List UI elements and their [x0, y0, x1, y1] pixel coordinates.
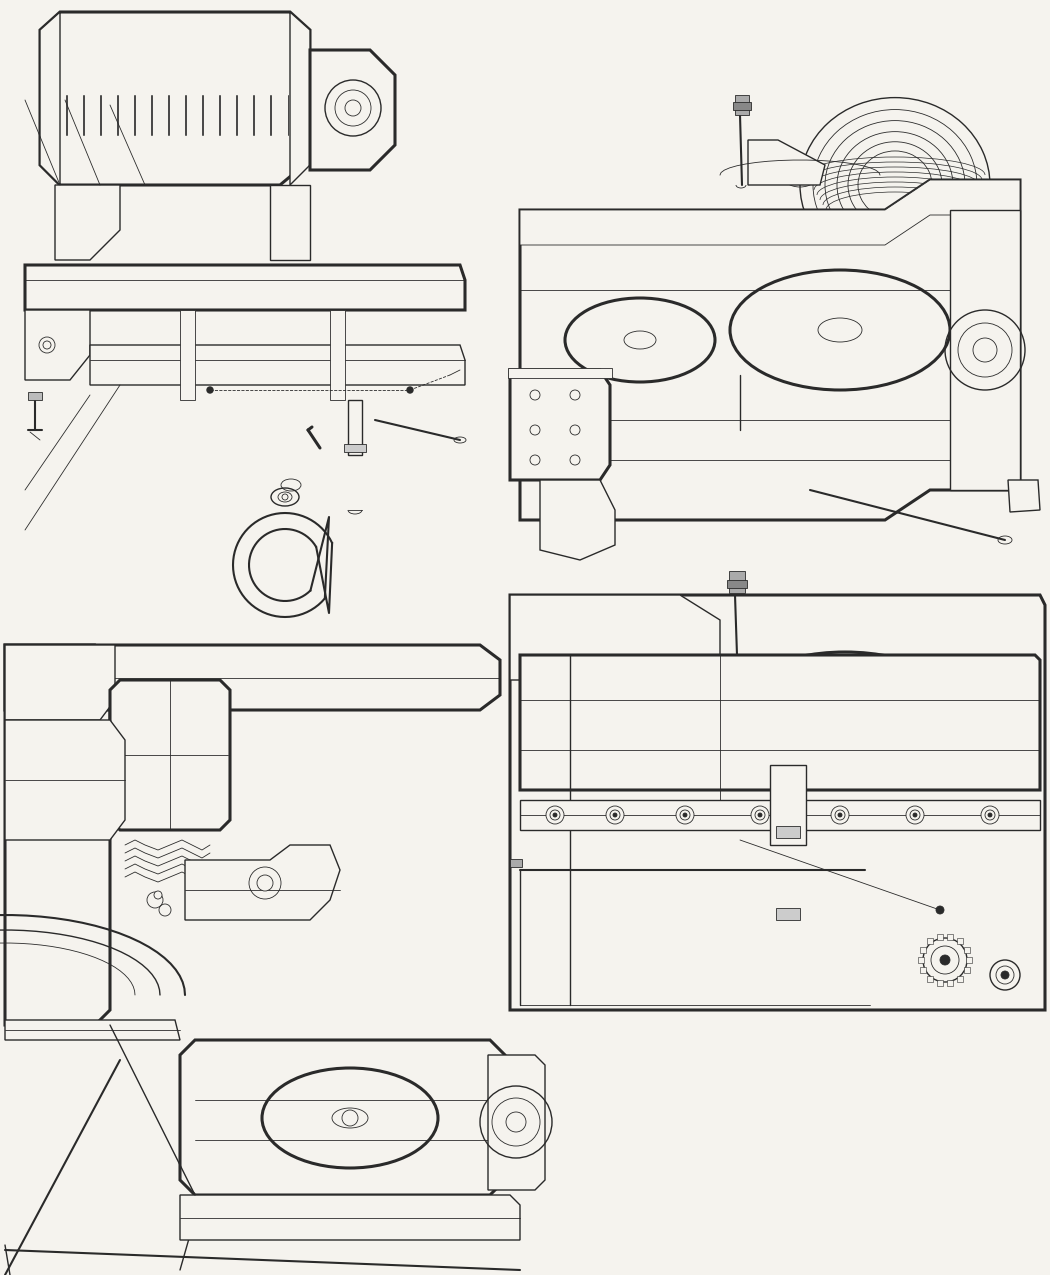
- Bar: [348, 400, 362, 455]
- Polygon shape: [40, 11, 310, 185]
- Polygon shape: [1008, 479, 1040, 513]
- Polygon shape: [90, 346, 465, 385]
- Polygon shape: [270, 185, 310, 260]
- Bar: [927, 975, 933, 982]
- Bar: [729, 571, 746, 593]
- Polygon shape: [180, 1040, 505, 1195]
- Circle shape: [682, 813, 687, 817]
- Polygon shape: [5, 645, 500, 710]
- Bar: [770, 765, 806, 845]
- Polygon shape: [950, 210, 1020, 490]
- Circle shape: [342, 1111, 358, 1126]
- Bar: [344, 444, 366, 453]
- Ellipse shape: [506, 1112, 526, 1132]
- Bar: [937, 980, 943, 987]
- Polygon shape: [5, 645, 110, 1025]
- Polygon shape: [510, 370, 610, 479]
- Polygon shape: [110, 680, 230, 830]
- Circle shape: [1001, 972, 1009, 979]
- Circle shape: [758, 813, 762, 817]
- Bar: [733, 102, 751, 110]
- Circle shape: [936, 907, 944, 914]
- Bar: [921, 946, 926, 952]
- Bar: [918, 958, 924, 963]
- Bar: [776, 826, 800, 838]
- Circle shape: [553, 813, 556, 817]
- Polygon shape: [510, 595, 1045, 1010]
- Ellipse shape: [973, 338, 997, 362]
- Polygon shape: [55, 185, 120, 260]
- Circle shape: [940, 955, 950, 965]
- Circle shape: [906, 806, 924, 824]
- Polygon shape: [180, 1195, 520, 1241]
- Circle shape: [282, 493, 288, 500]
- Bar: [947, 933, 953, 940]
- Circle shape: [751, 806, 769, 824]
- Polygon shape: [540, 479, 615, 560]
- Bar: [947, 980, 953, 987]
- Polygon shape: [5, 645, 116, 720]
- Bar: [966, 958, 972, 963]
- Circle shape: [606, 806, 624, 824]
- Bar: [957, 975, 963, 982]
- Bar: [957, 938, 963, 945]
- Circle shape: [988, 813, 992, 817]
- Polygon shape: [5, 1020, 180, 1040]
- Bar: [937, 933, 943, 940]
- Circle shape: [154, 891, 162, 899]
- Polygon shape: [520, 655, 1040, 790]
- Circle shape: [990, 960, 1020, 989]
- Bar: [964, 946, 969, 952]
- Polygon shape: [180, 310, 195, 400]
- Polygon shape: [520, 799, 1040, 830]
- Circle shape: [407, 388, 413, 393]
- Polygon shape: [185, 845, 340, 921]
- Circle shape: [345, 99, 361, 116]
- Circle shape: [914, 813, 917, 817]
- Polygon shape: [330, 310, 345, 400]
- Polygon shape: [40, 11, 60, 185]
- Polygon shape: [520, 180, 1020, 520]
- Polygon shape: [520, 180, 1020, 245]
- Circle shape: [923, 938, 967, 982]
- Polygon shape: [25, 265, 465, 310]
- Bar: [727, 580, 747, 588]
- Circle shape: [838, 813, 842, 817]
- Circle shape: [931, 946, 959, 974]
- Bar: [510, 859, 522, 867]
- Circle shape: [257, 875, 273, 891]
- Bar: [735, 96, 749, 115]
- Bar: [927, 938, 933, 945]
- Polygon shape: [488, 1054, 545, 1190]
- Polygon shape: [5, 720, 125, 840]
- Bar: [964, 968, 969, 973]
- Circle shape: [831, 806, 849, 824]
- Polygon shape: [748, 140, 825, 185]
- Circle shape: [996, 966, 1014, 984]
- Circle shape: [676, 806, 694, 824]
- Bar: [921, 968, 926, 973]
- Circle shape: [613, 813, 617, 817]
- Bar: [776, 908, 800, 921]
- Polygon shape: [510, 595, 720, 680]
- Circle shape: [207, 388, 213, 393]
- Polygon shape: [310, 50, 395, 170]
- Circle shape: [981, 806, 999, 824]
- Polygon shape: [508, 368, 612, 377]
- Bar: [28, 391, 42, 400]
- Circle shape: [546, 806, 564, 824]
- Polygon shape: [25, 310, 90, 380]
- Polygon shape: [290, 11, 310, 185]
